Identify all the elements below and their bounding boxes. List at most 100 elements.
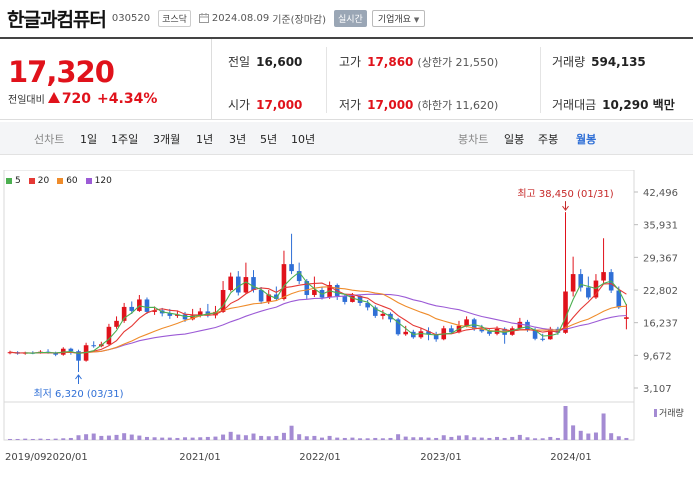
volume-bar bbox=[449, 436, 454, 440]
volume-bar bbox=[175, 437, 180, 440]
y-tick-label: 3,107 bbox=[643, 384, 672, 395]
tab-5y[interactable]: 5년 bbox=[260, 133, 278, 146]
volume-legend-swatch bbox=[654, 409, 657, 417]
legend-ma60: 60 bbox=[57, 176, 78, 186]
volume-bar bbox=[99, 435, 104, 440]
min-price-note: 최저 6,320 (03/31) bbox=[33, 388, 123, 400]
volume-bar bbox=[152, 437, 157, 440]
ma60-line bbox=[9, 286, 627, 354]
max-price-note: 최고 38,450 (01/31) bbox=[517, 188, 613, 200]
company-overview-label: 기업개요 bbox=[377, 14, 411, 25]
volume-bar bbox=[15, 438, 20, 440]
volume-bar bbox=[396, 434, 401, 440]
candle-body bbox=[464, 319, 469, 326]
price-chart[interactable]: 5 20 60 120 42,496 35,931 29,367 22,802 16,2… bbox=[0, 169, 693, 474]
candle-body bbox=[251, 277, 256, 291]
volume-bar bbox=[365, 438, 370, 440]
x-tick-label: 2020/01 bbox=[46, 452, 88, 463]
candle-body bbox=[616, 290, 622, 308]
candle-body bbox=[449, 328, 454, 333]
company-overview-button[interactable]: 기업개요 ▼ bbox=[371, 9, 426, 27]
tab-1d[interactable]: 1일 bbox=[80, 133, 98, 146]
ma-legend: 5 20 60 120 bbox=[6, 176, 112, 186]
candle-body bbox=[357, 295, 363, 303]
candle-body bbox=[563, 291, 568, 333]
min-arrow-head bbox=[75, 374, 82, 380]
legend-ma20-label: 20 bbox=[37, 176, 50, 186]
volume-bar bbox=[441, 435, 446, 440]
candle-body bbox=[403, 331, 409, 335]
x-tick-label: 2019/09 bbox=[5, 452, 47, 463]
volume-bar bbox=[510, 436, 515, 440]
volume-bar bbox=[122, 433, 127, 440]
volume-bar bbox=[53, 438, 58, 440]
stock-name[interactable]: 한글과컴퓨터 bbox=[7, 8, 107, 31]
volume-bar bbox=[114, 434, 119, 440]
price-change: 전일대비 720 +4.34% bbox=[8, 91, 157, 107]
volume-bar bbox=[160, 437, 165, 440]
volume-bar bbox=[350, 437, 355, 440]
volume-bar bbox=[533, 438, 538, 440]
tab-candle-chart[interactable]: 봉차트 bbox=[458, 133, 489, 146]
candle-body bbox=[228, 276, 233, 291]
legend-ma120: 120 bbox=[85, 176, 112, 186]
candle-body bbox=[471, 319, 477, 329]
x-tick-label: 2022/01 bbox=[299, 452, 341, 463]
volume-bar bbox=[281, 432, 286, 440]
candle-body bbox=[532, 329, 538, 339]
tab-daily[interactable]: 일봉 bbox=[504, 133, 525, 146]
volume-bar bbox=[601, 413, 606, 440]
candle-body bbox=[312, 290, 317, 295]
current-price-box: 17,320 전일대비 720 +4.34% bbox=[0, 39, 212, 120]
prev-close-value: 16,600 bbox=[256, 55, 303, 69]
volume-bar bbox=[495, 436, 500, 440]
volume-bar bbox=[198, 437, 203, 440]
high-price: 고가 17,860 (상한가 21,550) bbox=[339, 53, 498, 70]
volume-bar bbox=[23, 438, 28, 440]
candle-body bbox=[570, 274, 576, 292]
candle-body bbox=[235, 276, 241, 293]
volume-bar bbox=[167, 437, 172, 440]
candle-body bbox=[258, 290, 264, 302]
open-label: 시가 bbox=[228, 98, 251, 112]
tab-weekly[interactable]: 주봉 bbox=[538, 133, 559, 146]
volume-bar bbox=[274, 435, 279, 440]
volume-bar bbox=[517, 434, 522, 440]
tab-3y[interactable]: 3년 bbox=[229, 133, 247, 146]
candle-body bbox=[601, 272, 606, 281]
candle-body bbox=[129, 306, 135, 311]
tab-1w[interactable]: 1주일 bbox=[111, 133, 139, 146]
tab-10y[interactable]: 10년 bbox=[291, 133, 316, 146]
volume-bar bbox=[312, 435, 317, 440]
candle-body bbox=[433, 334, 439, 340]
candle-body bbox=[578, 274, 584, 288]
volume-bar bbox=[571, 425, 576, 440]
tab-monthly[interactable]: 월봉 bbox=[576, 133, 597, 146]
volume-bar bbox=[578, 430, 583, 440]
chart-canvas[interactable]: 42,496 35,931 29,367 22,802 16,237 9,672 3,107… bbox=[0, 169, 693, 474]
candle-body bbox=[365, 302, 370, 308]
volume-bar bbox=[38, 438, 43, 440]
tab-line-chart[interactable]: 선차트 bbox=[34, 133, 65, 146]
volume-bar bbox=[555, 437, 560, 440]
tab-3m[interactable]: 3개월 bbox=[153, 133, 181, 146]
candle-body bbox=[547, 328, 553, 340]
candle-body bbox=[418, 331, 424, 338]
candle-body bbox=[342, 295, 348, 302]
volume-bar bbox=[183, 437, 188, 440]
y-tick-label: 35,931 bbox=[643, 221, 678, 232]
volume-bar bbox=[320, 437, 324, 440]
candle-body bbox=[509, 328, 515, 335]
volume-bar bbox=[84, 434, 89, 440]
current-price: 17,320 bbox=[8, 55, 115, 89]
legend-ma60-label: 60 bbox=[66, 176, 78, 186]
realtime-button[interactable]: 실시간 bbox=[334, 9, 367, 27]
candle-body bbox=[114, 320, 119, 327]
candle-body bbox=[266, 294, 272, 302]
volume-bar bbox=[586, 433, 591, 440]
chart-tabs: 선차트 1일 1주일 3개월 1년 3년 5년 10년 봉차트 일봉 주봉 월봉 bbox=[0, 122, 693, 155]
tab-1y[interactable]: 1년 bbox=[196, 133, 214, 146]
price-basis: 기준(장마감) bbox=[272, 14, 326, 26]
amount-label: 거래대금 bbox=[552, 98, 597, 112]
